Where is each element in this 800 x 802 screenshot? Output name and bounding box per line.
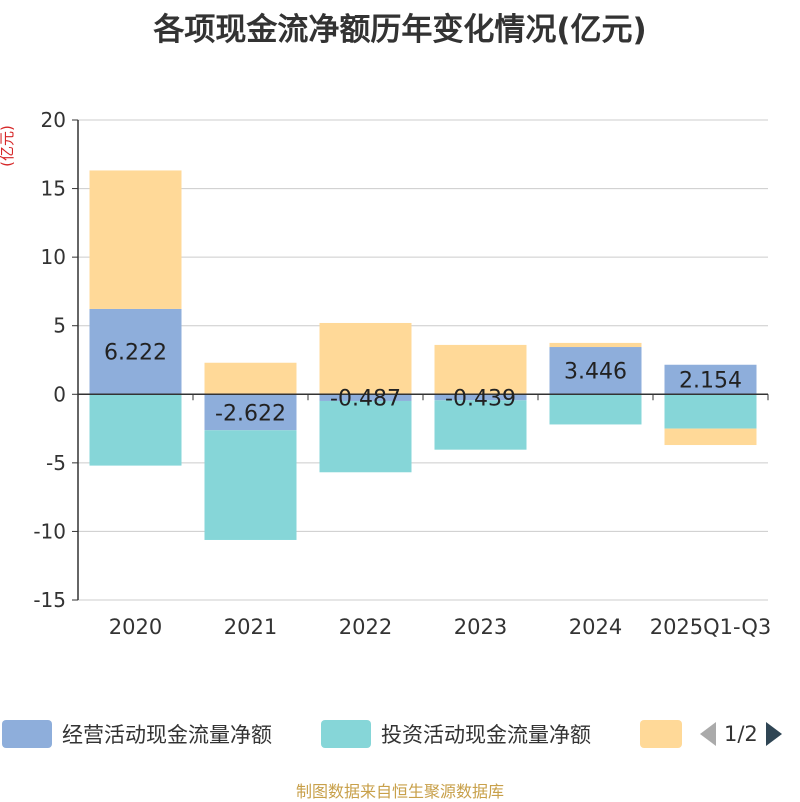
y-tick-label: 15: [41, 177, 66, 201]
bar-third-2025Q1-Q3: [664, 428, 757, 446]
x-tick-label: 2020: [109, 615, 162, 639]
legend-swatch: [321, 720, 371, 748]
x-tick-label: 2025Q1-Q3: [650, 615, 772, 639]
bar-operating-2021: [204, 394, 297, 431]
data-label: -2.622: [215, 401, 286, 426]
triangle-right-icon[interactable]: [764, 720, 784, 748]
data-label: 2.154: [679, 369, 742, 394]
bar-third-2023: [434, 344, 527, 395]
chart-title: 各项现金流净额历年变化情况(亿元): [153, 12, 647, 48]
y-tick-label: 5: [53, 314, 66, 338]
legend-pager: 1/2: [698, 714, 784, 754]
y-tick-label: 0: [53, 382, 66, 406]
data-label: -0.439: [445, 386, 516, 411]
bar-operating-2025Q1-Q3: [664, 364, 757, 395]
y-tick-label: -5: [46, 451, 66, 475]
bar-investing-2021: [204, 430, 297, 540]
legend-swatch: [2, 720, 52, 748]
bar-third-2020: [89, 170, 182, 309]
bar-operating-2020: [89, 308, 182, 395]
x-tick-label: 2021: [224, 615, 277, 639]
y-tick-label: -10: [33, 519, 66, 543]
bar-operating-2022: [319, 394, 412, 401]
legend: 经营活动现金流量净额 投资活动现金流量净额 1/2: [0, 714, 800, 754]
bar-investing-2020: [89, 394, 182, 466]
legend-item-investing[interactable]: 投资活动现金流量净额: [321, 714, 591, 754]
y-tick-label: 20: [41, 108, 66, 132]
x-tick-label: 2022: [339, 615, 392, 639]
bar-operating-2024: [549, 347, 642, 395]
data-label: 6.222: [104, 341, 167, 366]
data-label: 3.446: [564, 360, 627, 385]
bar-investing-2025Q1-Q3: [664, 394, 757, 429]
x-tick-label: 2024: [569, 615, 622, 639]
bar-investing-2023: [434, 400, 527, 450]
bar-operating-2023: [434, 394, 527, 401]
triangle-left-icon[interactable]: [698, 720, 718, 748]
y-tick-label: -15: [33, 588, 66, 612]
bar-third-2022: [319, 322, 412, 395]
legend-item-third[interactable]: [640, 714, 682, 754]
bar-third-2024: [549, 342, 642, 348]
x-tick-label: 2023: [454, 615, 507, 639]
legend-label: 经营活动现金流量净额: [62, 723, 272, 747]
data-label: -0.487: [330, 387, 401, 412]
data-source-note: 制图数据来自恒生聚源数据库: [295, 782, 504, 801]
bar-investing-2022: [319, 400, 412, 473]
y-tick-label: 10: [41, 245, 66, 269]
legend-swatch: [640, 720, 682, 748]
bar-third-2021: [204, 362, 297, 395]
legend-item-operating[interactable]: 经营活动现金流量净额: [2, 714, 272, 754]
bar-investing-2024: [549, 394, 642, 425]
legend-page-indicator: 1/2: [724, 722, 758, 746]
chart-canvas: 20 15 10 5 0 -5 -10 -15 2020 2021 2022 2023 2024 2025…: [33, 108, 772, 639]
legend-label: 投资活动现金流量净额: [381, 723, 591, 747]
